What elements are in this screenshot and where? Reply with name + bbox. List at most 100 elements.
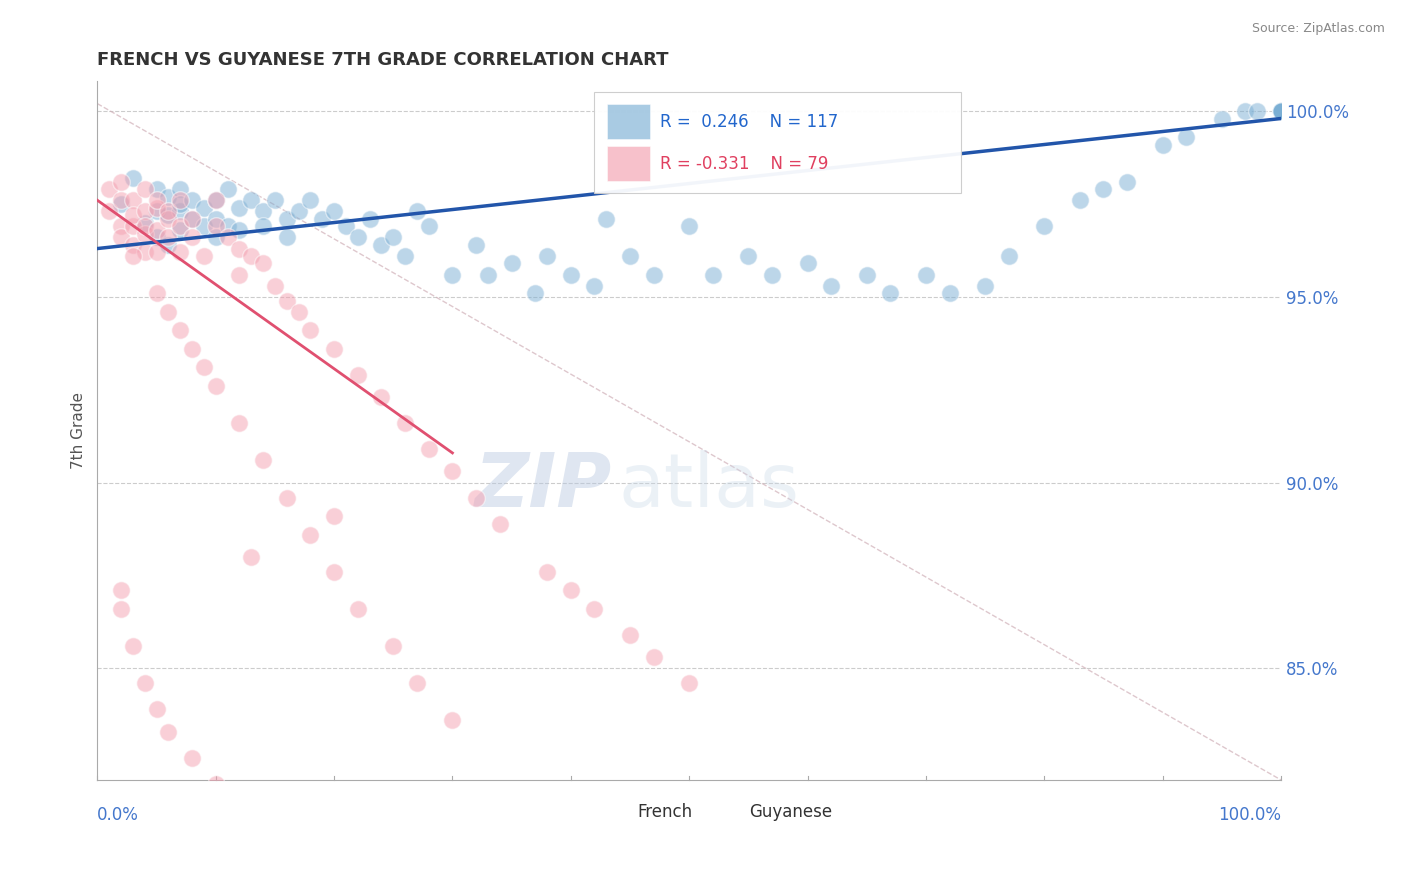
Point (346, 602, 368, 616)
Point (121, 249, 143, 263)
Point (145, 204, 167, 219)
Point (228, 223, 250, 237)
Point (1270, 104, 1292, 119)
Point (169, 323, 191, 337)
Point (240, 249, 263, 263)
Point (145, 182, 167, 196)
Point (193, 201, 215, 215)
Point (346, 368, 368, 382)
Point (145, 193, 167, 207)
Text: French: French (637, 803, 692, 821)
Point (418, 442, 440, 457)
Point (974, 278, 997, 293)
Point (217, 182, 239, 196)
Point (169, 204, 191, 219)
Point (110, 583, 132, 598)
Point (145, 286, 167, 301)
Point (134, 227, 156, 241)
Point (1270, 104, 1292, 119)
Point (477, 268, 499, 282)
Point (228, 242, 250, 256)
Point (98, 204, 121, 219)
FancyBboxPatch shape (607, 146, 650, 180)
Point (1270, 104, 1292, 119)
Text: Source: ZipAtlas.com: Source: ZipAtlas.com (1251, 22, 1385, 36)
Text: FRENCH VS GUYANESE 7TH GRADE CORRELATION CHART: FRENCH VS GUYANESE 7TH GRADE CORRELATION… (97, 51, 669, 69)
Point (370, 237, 392, 252)
Point (1069, 193, 1091, 207)
Point (228, 416, 250, 430)
Point (938, 286, 960, 301)
Point (110, 197, 132, 211)
Point (1270, 104, 1292, 119)
Point (915, 268, 938, 282)
Point (1270, 104, 1292, 119)
Point (1092, 182, 1115, 196)
Point (204, 193, 226, 207)
Point (1116, 175, 1139, 189)
Point (1270, 104, 1292, 119)
Point (134, 204, 156, 219)
Point (204, 219, 226, 234)
Point (1270, 104, 1292, 119)
FancyBboxPatch shape (607, 104, 650, 138)
Point (382, 639, 405, 653)
Point (678, 219, 700, 234)
Point (1270, 104, 1292, 119)
Point (1234, 104, 1257, 119)
Point (1270, 104, 1292, 119)
Point (488, 516, 510, 531)
Point (181, 211, 204, 226)
Point (169, 193, 191, 207)
FancyBboxPatch shape (592, 798, 633, 825)
Point (441, 268, 464, 282)
Point (181, 342, 204, 356)
Point (678, 676, 700, 690)
Point (121, 208, 143, 222)
Point (264, 193, 287, 207)
Point (418, 219, 440, 234)
Point (465, 237, 488, 252)
Text: ZIP: ZIP (475, 450, 612, 523)
Point (169, 223, 191, 237)
Point (1270, 104, 1292, 119)
Point (204, 193, 226, 207)
Point (240, 193, 263, 207)
Point (441, 465, 464, 479)
Point (121, 171, 143, 186)
Point (134, 245, 156, 260)
Point (702, 268, 724, 282)
Point (157, 230, 180, 244)
Point (181, 211, 204, 226)
Point (1270, 104, 1292, 119)
Point (169, 245, 191, 260)
Point (1246, 104, 1268, 119)
Point (323, 565, 346, 579)
Point (1270, 104, 1292, 119)
Text: Guyanese: Guyanese (749, 803, 832, 821)
Point (1270, 104, 1292, 119)
Point (536, 565, 558, 579)
Point (359, 211, 381, 226)
Point (276, 230, 298, 244)
Point (110, 175, 132, 189)
Point (583, 602, 606, 616)
Point (157, 204, 180, 219)
Point (134, 219, 156, 234)
Point (997, 249, 1019, 263)
Point (110, 193, 132, 207)
Point (619, 249, 641, 263)
Point (145, 223, 167, 237)
Text: atlas: atlas (619, 450, 799, 523)
Point (240, 549, 263, 564)
Point (110, 219, 132, 234)
Text: R =  0.246    N = 117: R = 0.246 N = 117 (659, 113, 838, 131)
Point (1270, 104, 1292, 119)
Point (406, 204, 429, 219)
Point (121, 193, 143, 207)
Point (761, 268, 783, 282)
Point (98, 182, 121, 196)
Text: 100.0%: 100.0% (1218, 805, 1281, 824)
Point (583, 278, 606, 293)
Point (134, 182, 156, 196)
